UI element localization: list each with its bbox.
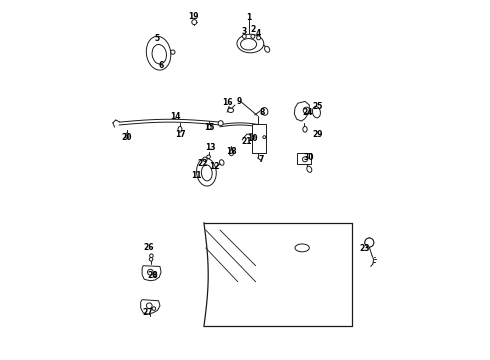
Text: 15: 15 — [204, 123, 215, 132]
Ellipse shape — [265, 46, 270, 52]
FancyBboxPatch shape — [252, 124, 266, 153]
Ellipse shape — [251, 35, 255, 39]
Ellipse shape — [263, 136, 266, 139]
Ellipse shape — [196, 158, 216, 186]
Ellipse shape — [152, 307, 156, 310]
Ellipse shape — [149, 254, 153, 257]
Ellipse shape — [243, 35, 246, 39]
Ellipse shape — [218, 121, 223, 126]
Ellipse shape — [125, 133, 129, 138]
Ellipse shape — [303, 126, 307, 132]
Ellipse shape — [220, 160, 224, 165]
Polygon shape — [142, 266, 161, 281]
Text: 6: 6 — [158, 61, 164, 70]
Text: 14: 14 — [170, 112, 181, 121]
Text: 21: 21 — [242, 137, 252, 146]
Text: 4: 4 — [256, 29, 261, 38]
Text: 13: 13 — [205, 143, 215, 152]
Text: 28: 28 — [147, 271, 158, 280]
Ellipse shape — [147, 36, 171, 70]
Ellipse shape — [303, 107, 310, 113]
Text: 1: 1 — [246, 13, 251, 22]
Text: 20: 20 — [121, 133, 132, 142]
Ellipse shape — [178, 126, 182, 132]
Ellipse shape — [307, 166, 312, 172]
Ellipse shape — [313, 107, 320, 118]
Ellipse shape — [192, 19, 197, 24]
Text: 8: 8 — [260, 108, 265, 117]
Ellipse shape — [207, 155, 210, 158]
Ellipse shape — [149, 257, 153, 261]
Ellipse shape — [257, 36, 261, 40]
Text: 29: 29 — [312, 130, 322, 139]
Text: 24: 24 — [302, 108, 313, 117]
Text: 11: 11 — [192, 171, 202, 180]
Text: 12: 12 — [209, 162, 220, 171]
Polygon shape — [141, 300, 160, 314]
Text: 3: 3 — [241, 27, 246, 36]
Text: 19: 19 — [188, 12, 198, 21]
Ellipse shape — [252, 136, 255, 139]
Text: 2: 2 — [250, 26, 255, 35]
Text: 7: 7 — [258, 155, 264, 164]
Ellipse shape — [201, 165, 212, 181]
Text: 9: 9 — [237, 97, 242, 106]
Ellipse shape — [171, 50, 175, 54]
Text: 25: 25 — [312, 102, 322, 111]
Ellipse shape — [261, 108, 268, 115]
FancyBboxPatch shape — [297, 153, 311, 164]
Ellipse shape — [152, 45, 167, 64]
Ellipse shape — [241, 39, 257, 50]
Text: 16: 16 — [222, 98, 233, 107]
Ellipse shape — [147, 303, 152, 309]
Text: 17: 17 — [174, 130, 185, 139]
Ellipse shape — [228, 108, 234, 112]
Ellipse shape — [229, 150, 234, 156]
Text: 22: 22 — [197, 159, 208, 168]
Text: 18: 18 — [226, 147, 237, 156]
Ellipse shape — [207, 125, 211, 130]
Ellipse shape — [237, 34, 264, 53]
Ellipse shape — [295, 244, 309, 252]
Text: 10: 10 — [247, 134, 257, 143]
Ellipse shape — [203, 157, 207, 161]
Ellipse shape — [153, 273, 157, 276]
Ellipse shape — [365, 238, 374, 247]
Text: 30: 30 — [303, 153, 314, 162]
Text: 5: 5 — [155, 35, 160, 44]
Ellipse shape — [147, 269, 153, 275]
Text: 23: 23 — [360, 244, 370, 253]
Polygon shape — [294, 102, 309, 121]
Text: 27: 27 — [143, 309, 153, 318]
Text: 26: 26 — [143, 243, 154, 252]
Ellipse shape — [302, 157, 308, 162]
